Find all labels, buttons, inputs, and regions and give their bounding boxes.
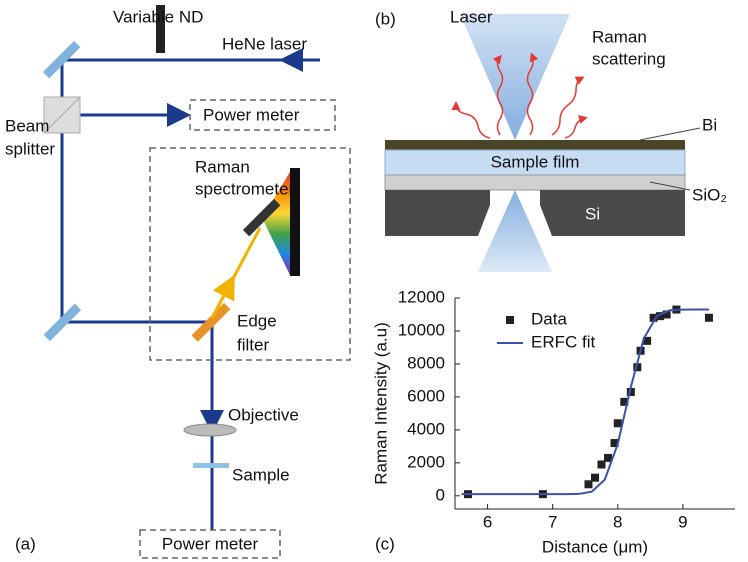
- x-tick-label: 8: [613, 512, 622, 531]
- label: Raman: [592, 27, 647, 46]
- label: Power meter: [162, 534, 259, 553]
- data-point: [614, 419, 622, 427]
- y-tick-label: 4000: [407, 419, 445, 438]
- label: HeNe laser: [222, 34, 307, 53]
- panel-label: (b): [375, 9, 396, 28]
- label: Raman: [195, 157, 250, 176]
- label: splitter: [5, 139, 55, 158]
- data-point: [705, 314, 713, 322]
- y-tick-label: 0: [436, 485, 445, 504]
- y-tick-label: 12000: [398, 287, 445, 306]
- y-tick-label: 10000: [398, 320, 445, 339]
- legend-label: ERFC fit: [531, 332, 596, 351]
- y-tick-label: 2000: [407, 452, 445, 471]
- sio2-layer: [385, 175, 685, 190]
- label: Sample film: [491, 152, 580, 171]
- label: Variable ND: [113, 7, 203, 26]
- panel-b: (b) Laser Raman scattering Bi Sample fil…: [375, 7, 727, 272]
- x-tick-label: 7: [548, 512, 557, 531]
- label: Bi: [702, 115, 717, 134]
- y-tick-label: 8000: [407, 353, 445, 372]
- label: scattering: [592, 49, 666, 68]
- figure: Variable ND HeNe laser Power meter Beam …: [0, 0, 748, 562]
- label: Power meter: [203, 105, 300, 124]
- x-tick-label: 9: [678, 512, 687, 531]
- x-tick-label: 6: [483, 512, 492, 531]
- legend-marker: [506, 316, 514, 324]
- label: Laser: [450, 7, 493, 26]
- y-tick-label: 6000: [407, 386, 445, 405]
- bi-layer: [385, 140, 685, 150]
- panel-a: Variable ND HeNe laser Power meter Beam …: [5, 5, 350, 558]
- panel-c: 0 2000 4000 6000 8000 10000 12000 6 7 8 9 Distance …: [371, 287, 735, 556]
- label: Edge: [237, 311, 277, 330]
- panel-label: (a): [15, 534, 36, 553]
- objective-lens: [184, 424, 236, 436]
- label: SiO₂: [692, 185, 727, 204]
- y-axis-label: Raman Intensity (a.u): [371, 322, 390, 485]
- label: Si: [585, 204, 600, 223]
- panel-label: (c): [375, 534, 395, 553]
- label: spectrometer: [195, 179, 295, 198]
- data-point: [591, 474, 599, 482]
- label: Objective: [228, 405, 299, 424]
- leader-line: [640, 128, 700, 140]
- label: Sample: [232, 465, 290, 484]
- si-block: [540, 190, 685, 236]
- sample-slide: [193, 463, 229, 468]
- x-axis-label: Distance (μm): [542, 537, 648, 556]
- label: filter: [237, 335, 269, 354]
- legend-label: Data: [531, 309, 567, 328]
- label: Beam: [5, 116, 49, 135]
- si-block: [385, 190, 490, 236]
